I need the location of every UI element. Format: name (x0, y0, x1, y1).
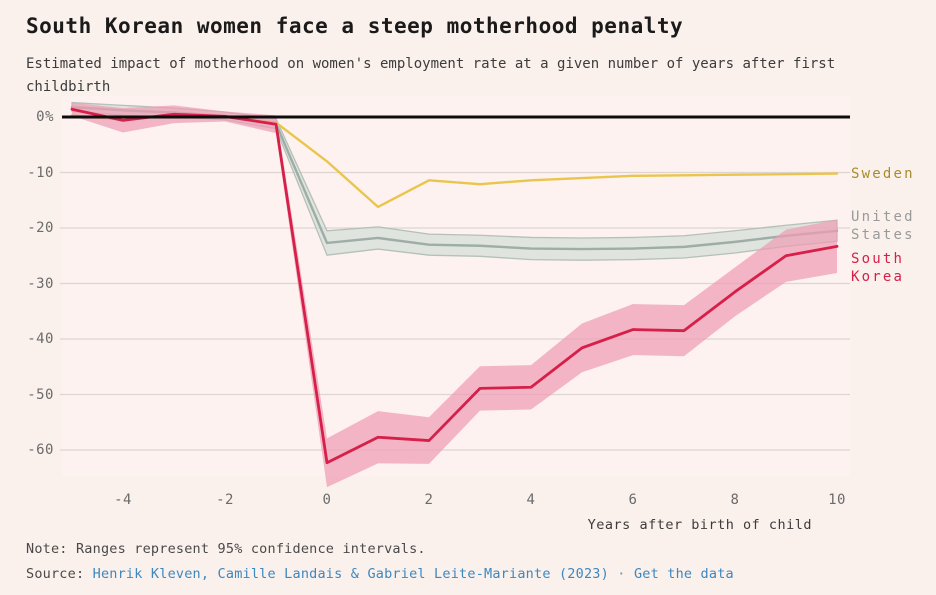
y-axis-tick-50: -50 (27, 387, 54, 403)
x-axis-tick-10: 10 (828, 492, 846, 508)
x-axis-title: Years after birth of child (587, 517, 812, 533)
x-axis-tick-8: 8 (730, 492, 740, 508)
line-south-korea (70, 107, 839, 465)
x-axis-tick-4: 4 (526, 492, 536, 508)
source-separator: · (617, 566, 626, 582)
x-axis-tick-2: 2 (424, 492, 434, 508)
source-line: Source: Henrik Kleven, Camille Landais &… (26, 566, 734, 582)
x-axis-tick-neg2: -2 (216, 492, 234, 508)
y-axis-tick-0: 0% (36, 109, 54, 125)
chart-canvas (60, 101, 850, 488)
y-axis-tick-40: -40 (27, 331, 54, 347)
series-label-south-korea: South Korea (851, 251, 905, 285)
confidence-band-south-korea (72, 102, 837, 488)
chart-title: South Korean women face a steep motherho… (26, 14, 684, 38)
series-label-united-states: United States (851, 209, 915, 243)
get-the-data-link[interactable]: Get the data (633, 566, 734, 582)
source-author-link[interactable]: Henrik Kleven, Camille Landais & Gabriel… (92, 566, 609, 582)
x-axis-tick-neg4: -4 (114, 492, 132, 508)
source-prefix: Source: (26, 566, 85, 582)
note-prefix: Note: (26, 541, 68, 557)
note-text: Note: Ranges represent 95% confidence in… (26, 541, 426, 557)
y-axis-tick-10: -10 (27, 165, 54, 181)
x-axis-tick-6: 6 (628, 492, 638, 508)
series-label-sweden: Sweden (851, 166, 915, 182)
y-axis-tick-20: -20 (27, 220, 54, 236)
x-axis-tick-0: 0 (322, 492, 332, 508)
chart-subtitle: Estimated impact of motherhood on women'… (26, 56, 836, 95)
y-axis-tick-30: -30 (27, 276, 54, 292)
y-axis-tick-60: -60 (27, 442, 54, 458)
note-body: Ranges represent 95% confidence interval… (75, 541, 426, 557)
